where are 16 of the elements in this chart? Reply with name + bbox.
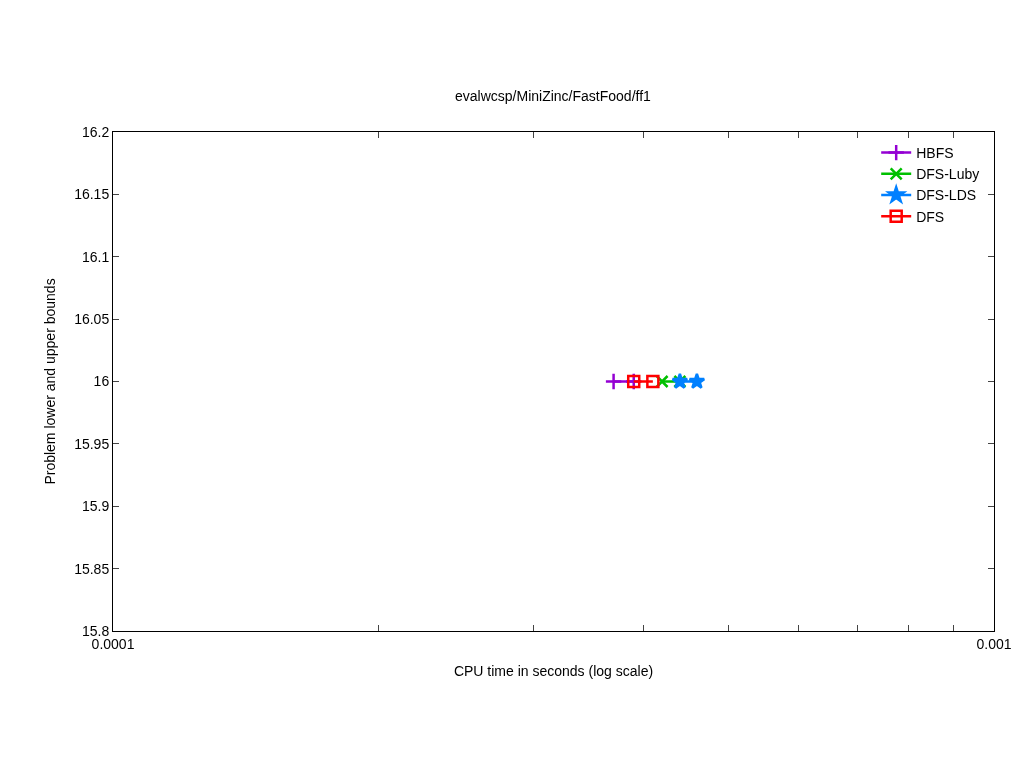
x-tick-label: 0.001: [976, 635, 1012, 652]
y-tick-label: 16.2: [81, 123, 110, 140]
y-tick-label: 16: [93, 373, 110, 390]
y-tick-label: 15.95: [74, 435, 110, 452]
y-tick-label: 16.05: [74, 311, 110, 328]
legend-label: DFS-LDS: [916, 187, 977, 204]
y-tick-label: 16.15: [74, 186, 110, 203]
legend-label: HBFS: [916, 145, 954, 162]
y-tick-label: 15.9: [81, 498, 110, 515]
y-axis-title: Problem lower and upper bounds: [41, 278, 58, 485]
chart-title: evalwcsp/MiniZinc/FastFood/ff1: [455, 87, 652, 104]
y-tick-label: 16.1: [81, 248, 110, 265]
legend-label: DFS-Luby: [916, 166, 980, 183]
y-tick-label: 15.85: [74, 560, 110, 577]
x-axis-title: CPU time in seconds (log scale): [453, 663, 654, 680]
legend-label: DFS: [916, 208, 945, 225]
